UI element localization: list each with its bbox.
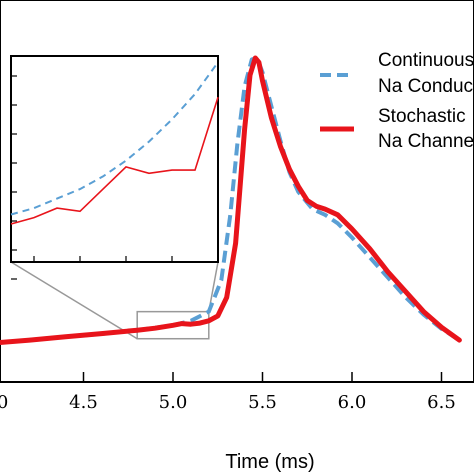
series-lines <box>0 55 462 346</box>
legend-label-stochastic-line1: Stochastic <box>378 106 466 127</box>
x-tick-label: 6.5 <box>427 392 456 413</box>
inset-zoom <box>10 55 219 280</box>
plot-frame <box>0 0 474 383</box>
inset-continuous-line <box>10 61 219 216</box>
legend-label-stochastic-line2: Na Channels <box>378 131 474 152</box>
series-stochastic-line <box>0 55 462 346</box>
x-axis-label: Time (ms) <box>225 451 314 473</box>
x-tick-label: 5.5 <box>248 392 277 413</box>
legend-label-continuous-line2: Na Conductance <box>378 76 474 97</box>
zoom-region-box <box>136 310 210 340</box>
inset-connector-left <box>10 261 138 340</box>
x-tick-label: 4.5 <box>69 392 98 413</box>
inset-stochastic-line <box>10 96 219 225</box>
x-tick-label: 6.0 <box>338 392 367 413</box>
legend-label-continuous-line1: Continuous <box>378 50 474 71</box>
x-tick-label: 4.0 <box>0 392 8 413</box>
x-tick-label: 5.0 <box>159 392 188 413</box>
x-ticks: 4.0 4.5 5.0 5.5 6.0 6.5 <box>0 372 456 413</box>
inset-frame <box>10 55 219 263</box>
legend: Continuous Na Conductance Stochastic Na … <box>320 50 474 152</box>
inset-connectors <box>10 261 219 340</box>
